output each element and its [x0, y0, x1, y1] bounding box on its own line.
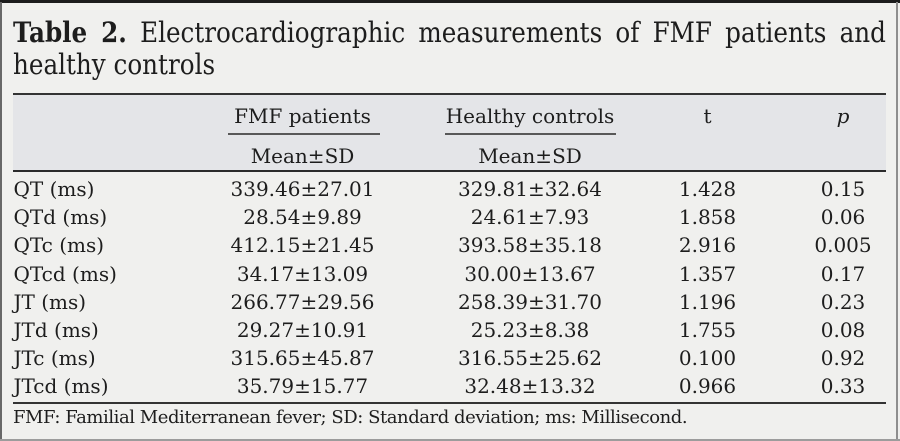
t-value: 1.858 [678, 205, 737, 230]
column-header-healthy-controls: Healthy controls [445, 103, 615, 128]
fmf-value: 28.54±9.89 [243, 205, 362, 230]
column-header-t: t [703, 103, 712, 128]
t-value: 0.100 [678, 346, 737, 371]
healthy-value: 24.61±7.93 [470, 205, 590, 230]
t-value: 1.196 [678, 289, 737, 314]
table-footnote: FMF: Familial Mediterranean fever; SD: S… [13, 407, 688, 428]
healthy-column-rule [445, 132, 616, 135]
bottom-rule-bar [0, 438, 900, 441]
caption-text-line1: Electrocardiographic measurements of FMF… [139, 16, 886, 49]
row-label: JTd (ms) [13, 318, 99, 343]
row-label: QTcd (ms) [13, 261, 117, 286]
right-border [896, 2, 899, 439]
row-label: QTd (ms) [13, 205, 108, 230]
row-label: JTc (ms) [13, 346, 96, 371]
healthy-value: 393.58±35.18 [458, 233, 602, 258]
healthy-value: 32.48±13.32 [464, 374, 596, 399]
fmf-value: 412.15±21.45 [230, 233, 375, 258]
p-value: 0.92 [820, 346, 866, 371]
p-value: 0.17 [820, 261, 866, 286]
p-value: 0.08 [820, 318, 866, 343]
row-label: JT (ms) [13, 289, 87, 314]
caption-text-line2: healthy controls [12, 47, 215, 81]
table-row: QTc (ms) 412.15±21.45 393.58±35.18 2.916… [13, 231, 887, 259]
left-border [0, 2, 2, 439]
healthy-value: 316.55±25.62 [458, 346, 602, 371]
table-row: QTcd (ms) 34.17±13.09 30.00±13.67 1.357 … [13, 260, 887, 288]
fmf-value: 34.17±13.09 [236, 261, 369, 286]
footnote-rule [12, 401, 886, 404]
table-number: Table 2. [12, 16, 127, 49]
table-caption: Table 2. Electrocardiographic measuremen… [13, 17, 886, 80]
p-value: 0.06 [820, 205, 866, 230]
t-value: 1.428 [678, 177, 737, 202]
fmf-value: 339.46±27.01 [230, 177, 375, 202]
row-label: QTc (ms) [13, 233, 105, 258]
table-body: QT (ms) 339.46±27.01 329.81±32.64 1.428 … [13, 175, 887, 401]
t-value: 2.916 [678, 233, 737, 258]
table-row: QTd (ms) 28.54±9.89 24.61±7.93 1.858 0.0… [13, 203, 887, 231]
p-value: 0.15 [820, 177, 866, 202]
fmf-column-rule [228, 132, 380, 135]
subheader-mean-sd-healthy: Mean±SD [478, 144, 582, 168]
healthy-value: 329.81±32.64 [458, 177, 602, 202]
t-value: 0.966 [678, 374, 737, 399]
table-row: JTc (ms) 315.65±45.87 316.55±25.62 0.100… [13, 344, 887, 372]
p-value: 0.23 [820, 289, 866, 314]
p-value: 0.33 [820, 374, 866, 399]
t-value: 1.357 [678, 261, 737, 286]
fmf-value: 35.79±15.77 [236, 374, 369, 399]
fmf-value: 29.27±10.91 [236, 318, 369, 343]
table-row: JT (ms) 266.77±29.56 258.39±31.70 1.196 … [13, 288, 887, 316]
top-rule-bar [0, 0, 900, 3]
healthy-value: 258.39±31.70 [458, 289, 602, 314]
row-label: JTcd (ms) [13, 374, 109, 399]
t-value: 1.755 [678, 318, 737, 343]
healthy-value: 30.00±13.67 [464, 261, 596, 286]
row-label: QT (ms) [13, 177, 95, 202]
subheader-mean-sd-fmf: Mean±SD [250, 144, 355, 168]
table-row: QT (ms) 339.46±27.01 329.81±32.64 1.428 … [13, 175, 887, 203]
fmf-value: 315.65±45.87 [230, 346, 375, 371]
fmf-value: 266.77±29.56 [230, 289, 375, 314]
caption-line1: Table 2. Electrocardiographic measuremen… [13, 17, 886, 49]
p-value: 0.005 [814, 233, 872, 258]
column-header-fmf-patients: FMF patients [234, 103, 371, 128]
column-header-p: p [836, 103, 850, 128]
healthy-value: 25.23±8.38 [470, 318, 590, 343]
table-row: JTd (ms) 29.27±10.91 25.23±8.38 1.755 0.… [13, 316, 887, 344]
table-row: JTcd (ms) 35.79±15.77 32.48±13.32 0.966 … [13, 372, 887, 400]
